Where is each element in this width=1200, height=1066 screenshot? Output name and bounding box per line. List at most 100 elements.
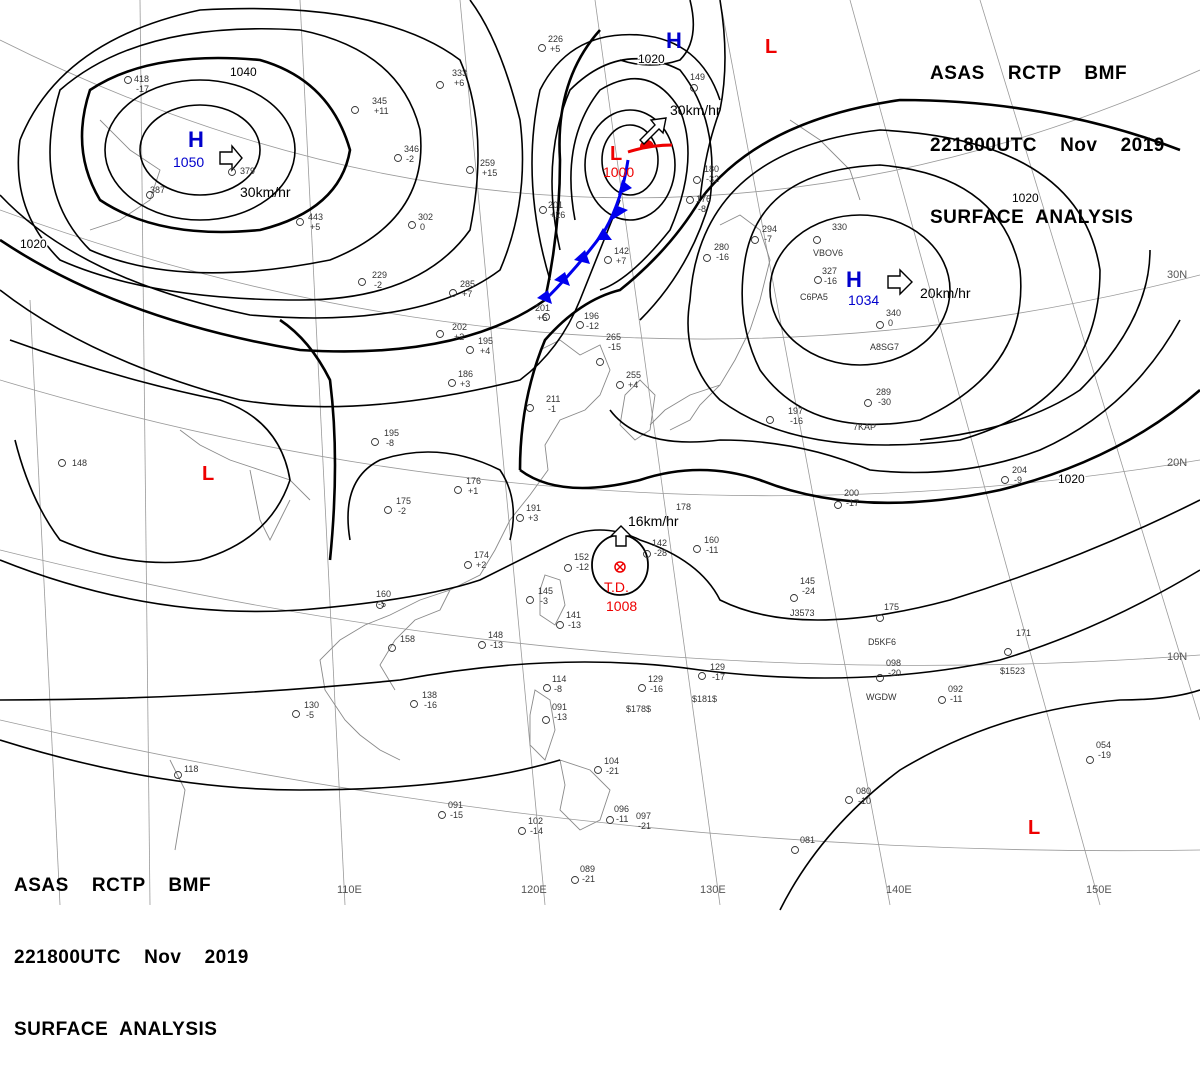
station-pressure: 097 bbox=[636, 811, 651, 821]
station-tendency: +2 bbox=[454, 332, 464, 342]
station-tendency: +1 bbox=[468, 486, 478, 496]
header-line-1: ASAS RCTP BMF bbox=[14, 875, 212, 896]
high-pressure: 1050 bbox=[173, 154, 204, 170]
station-tendency: -24 bbox=[802, 586, 815, 596]
station-pressure: 171 bbox=[1016, 628, 1031, 638]
isobar bbox=[584, 109, 676, 221]
station-pressure: 176 bbox=[466, 476, 481, 486]
isobar bbox=[570, 77, 689, 291]
isobar bbox=[0, 499, 1200, 621]
axis-labels: 30N 20N 10N 110E 120E 130E 140E 150E bbox=[337, 269, 1187, 896]
station-pressure: 200 bbox=[844, 488, 859, 498]
isobar-1020 bbox=[518, 98, 1181, 471]
station-tendency: +4 bbox=[480, 346, 490, 356]
isobar bbox=[687, 129, 1101, 446]
ship-id: $178$ bbox=[626, 704, 651, 714]
station-pressure: 418 bbox=[134, 74, 149, 84]
station-tendency: -13 bbox=[568, 620, 581, 630]
warm-front bbox=[627, 139, 673, 154]
low-symbol: L bbox=[765, 36, 777, 58]
station-pressure: 081 bbox=[800, 835, 815, 845]
station-pressure: 197 bbox=[788, 406, 803, 416]
isobar-label: 1020 bbox=[1058, 472, 1085, 486]
td-motion-arrow bbox=[609, 525, 633, 547]
isobar-1020 bbox=[519, 389, 1200, 505]
surface-analysis-map: 418-17387379443+5345+11333+6346-23020259… bbox=[0, 0, 1200, 911]
lat-label: 30N bbox=[1167, 269, 1187, 281]
station-tendency: +5 bbox=[550, 44, 560, 54]
isobar bbox=[741, 164, 1022, 426]
station-pressure: 443 bbox=[308, 212, 323, 222]
station-labels: 418-17387379443+5345+11333+6346-23020259… bbox=[72, 34, 1111, 884]
station-tendency: +6 bbox=[454, 78, 464, 88]
station-pressure: 229 bbox=[372, 270, 387, 280]
graticule bbox=[0, 0, 1200, 906]
station-tendency: -12 bbox=[576, 562, 589, 572]
station-pressure: 175 bbox=[396, 496, 411, 506]
station-tendency: +7 bbox=[616, 256, 626, 266]
station-pressure: 175 bbox=[884, 602, 899, 612]
header-line-2: 221800UTC Nov 2019 bbox=[14, 947, 249, 968]
low-pressure: 1000 bbox=[603, 164, 634, 180]
station-pressure: 098 bbox=[886, 658, 901, 668]
station-tendency: -20 bbox=[888, 668, 901, 678]
lon-label: 140E bbox=[886, 884, 912, 896]
station-tendency: -1 bbox=[548, 404, 556, 414]
station-pressure: 330 bbox=[832, 222, 847, 232]
isobar bbox=[699, 0, 726, 201]
station-pressure: 091 bbox=[448, 800, 463, 810]
high-pressure: 1034 bbox=[848, 292, 879, 308]
isobar bbox=[601, 124, 659, 196]
station-tendency: -8 bbox=[554, 684, 562, 694]
station-pressure: 186 bbox=[458, 369, 473, 379]
isobar bbox=[104, 79, 296, 221]
station-tendency: -21 bbox=[638, 821, 651, 831]
station-tendency: -32 bbox=[706, 174, 719, 184]
ship-id: C6PA5 bbox=[800, 292, 828, 302]
station-pressure: 129 bbox=[710, 662, 725, 672]
station-pressure: 148 bbox=[72, 458, 87, 468]
header-line-1: ASAS RCTP BMF bbox=[930, 63, 1128, 84]
station-pressure: 201 bbox=[548, 200, 563, 210]
station-pressure: 129 bbox=[648, 674, 663, 684]
station-tendency: -11 bbox=[706, 545, 718, 555]
td-motion-label: 16km/hr bbox=[628, 513, 679, 529]
high-symbol: H bbox=[846, 267, 862, 292]
high-motion-label: 20km/hr bbox=[920, 285, 971, 301]
ship-id: D5KF6 bbox=[868, 637, 896, 647]
station-pressure: 118 bbox=[184, 764, 198, 774]
isobars bbox=[0, 0, 1200, 911]
ship-id: $181$ bbox=[692, 694, 717, 704]
isobar bbox=[9, 339, 291, 564]
station-pressure: 145 bbox=[800, 576, 815, 586]
station-pressure: 148 bbox=[488, 630, 503, 640]
station-pressure: 104 bbox=[604, 756, 619, 766]
station-pressure: 211 bbox=[546, 394, 560, 404]
station-markers bbox=[58, 44, 1094, 884]
station-pressure: 226 bbox=[548, 34, 563, 44]
coastlines bbox=[89, 119, 861, 851]
station-tendency: -3 bbox=[540, 596, 548, 606]
station-tendency: +11 bbox=[374, 106, 389, 116]
station-tendency: +2 bbox=[476, 560, 486, 570]
isobar bbox=[779, 689, 1200, 911]
station-tendency: 0 bbox=[420, 222, 425, 232]
station-tendency: -7 bbox=[764, 234, 772, 244]
low-motion-label: 30km/hr bbox=[670, 102, 721, 118]
isobar bbox=[769, 214, 951, 366]
station-pressure: 294 bbox=[762, 224, 777, 234]
station-tendency: -21 bbox=[582, 874, 595, 884]
station-pressure: 141 bbox=[566, 610, 581, 620]
station-tendency: -13 bbox=[554, 712, 567, 722]
station-pressure: 180 bbox=[704, 164, 719, 174]
station-pressure: 102 bbox=[528, 816, 543, 826]
high2-motion-arrow bbox=[887, 268, 913, 296]
td-symbol bbox=[614, 561, 626, 573]
station-pressure: 285 bbox=[460, 279, 475, 289]
station-pressure: 178 bbox=[676, 502, 691, 512]
isobar-labels: 1040 1020 1020 1020 1020 bbox=[19, 51, 1087, 488]
station-tendency: 0 bbox=[888, 318, 893, 328]
lat-label: 10N bbox=[1167, 651, 1187, 663]
station-tendency: +6 bbox=[537, 313, 547, 323]
station-tendency: +3 bbox=[528, 513, 538, 523]
